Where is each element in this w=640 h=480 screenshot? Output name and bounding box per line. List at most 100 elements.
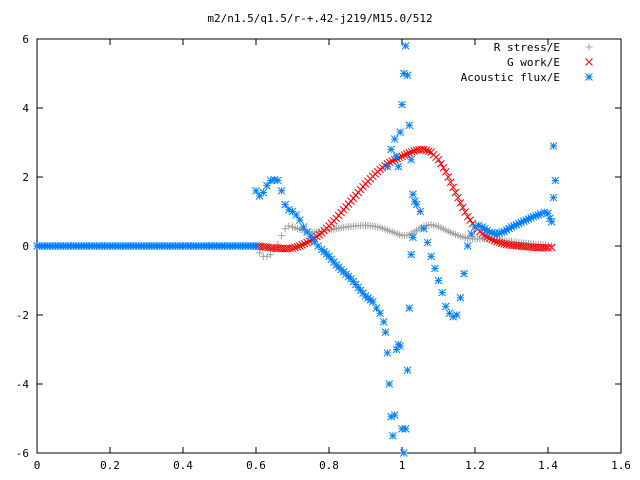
data-point xyxy=(403,150,411,158)
data-point xyxy=(551,176,560,185)
data-point xyxy=(405,148,414,157)
data-point xyxy=(500,227,509,236)
y-tick-label: -4 xyxy=(16,378,30,391)
data-point xyxy=(412,200,421,209)
data-point xyxy=(460,269,468,278)
data-point xyxy=(449,183,457,192)
data-point xyxy=(549,142,558,150)
data-point xyxy=(502,240,511,249)
data-point xyxy=(403,71,412,80)
data-point xyxy=(399,449,408,457)
x-tick-label: 1.4 xyxy=(538,459,558,472)
data-point xyxy=(495,238,504,247)
data-point xyxy=(441,302,450,311)
data-point xyxy=(291,243,299,252)
data-point xyxy=(410,147,419,155)
data-point xyxy=(458,203,467,212)
data-point xyxy=(549,193,558,202)
data-point xyxy=(463,242,472,250)
data-point xyxy=(405,304,414,312)
data-point xyxy=(368,298,377,306)
data-point xyxy=(398,152,406,161)
data-point xyxy=(456,293,465,302)
data-point xyxy=(493,238,501,246)
data-point xyxy=(424,147,433,156)
x-tick-label: 1.6 xyxy=(611,459,631,472)
data-point xyxy=(401,424,410,433)
data-point xyxy=(407,250,415,259)
data-point xyxy=(467,230,476,238)
data-point xyxy=(536,210,545,218)
data-point xyxy=(423,238,432,247)
chart-title: m2/n1.5/q1.5/r-+.42-j219/M15.0/512 xyxy=(207,12,432,25)
data-point xyxy=(544,209,552,218)
data-point xyxy=(295,216,304,224)
data-point xyxy=(274,176,282,185)
data-point xyxy=(466,216,474,224)
data-point xyxy=(387,145,395,154)
data-point xyxy=(437,159,445,168)
data-point xyxy=(281,225,289,233)
legend: R stress/E G work/E Acoustic flux/E xyxy=(461,41,593,84)
legend-label: R stress/E xyxy=(494,41,560,54)
y-tick-label: 0 xyxy=(22,240,29,253)
data-point xyxy=(434,276,443,285)
x-tick-label: 1 xyxy=(399,459,406,472)
series-3 xyxy=(33,242,260,250)
data-point xyxy=(401,42,410,50)
data-point xyxy=(300,239,309,248)
data-point xyxy=(497,239,506,248)
data-point xyxy=(463,212,472,221)
data-point xyxy=(303,238,311,247)
data-point xyxy=(259,188,268,197)
x-tick-label: 1.2 xyxy=(465,459,485,472)
data-point xyxy=(396,128,405,137)
data-point xyxy=(383,162,392,171)
data-point xyxy=(303,228,311,237)
series-2 xyxy=(252,42,560,457)
data-point xyxy=(446,178,455,187)
data-point xyxy=(372,304,381,312)
data-point xyxy=(288,207,297,216)
data-point xyxy=(490,236,499,245)
data-point xyxy=(434,155,443,164)
data-point xyxy=(454,193,462,202)
data-point xyxy=(292,211,301,219)
x-tick-label: 0.4 xyxy=(173,459,193,472)
data-point xyxy=(441,167,450,176)
data-point xyxy=(398,424,406,433)
data-point xyxy=(456,199,465,207)
data-point xyxy=(405,121,414,130)
data-point xyxy=(396,342,405,350)
data-point xyxy=(263,181,271,190)
data-point xyxy=(430,264,439,273)
data-point xyxy=(439,163,448,172)
data-point xyxy=(295,242,304,250)
x-tick-label: 0.6 xyxy=(246,459,266,472)
data-point xyxy=(285,222,293,230)
series-1 xyxy=(252,145,556,253)
y-tick-label: 4 xyxy=(22,102,29,115)
data-point xyxy=(409,190,417,199)
data-point xyxy=(547,243,556,252)
data-point xyxy=(256,249,264,257)
y-tick-label: 6 xyxy=(22,33,29,46)
data-point xyxy=(398,100,406,109)
data-point xyxy=(400,151,409,160)
data-point xyxy=(389,431,397,440)
data-point xyxy=(277,186,286,195)
data-point xyxy=(416,207,425,216)
legend-label: Acoustic flux/E xyxy=(461,71,560,84)
data-point xyxy=(379,318,388,326)
data-point xyxy=(392,152,401,161)
data-point xyxy=(427,252,436,261)
data-point xyxy=(548,242,556,250)
x-tick-label: 0 xyxy=(34,459,41,472)
y-tick-label: 2 xyxy=(22,171,29,184)
data-point xyxy=(267,251,275,259)
data-point xyxy=(451,188,460,197)
data-point xyxy=(420,145,428,154)
data-point xyxy=(488,235,496,244)
data-point xyxy=(383,349,392,357)
legend-label: G work/E xyxy=(507,56,560,69)
